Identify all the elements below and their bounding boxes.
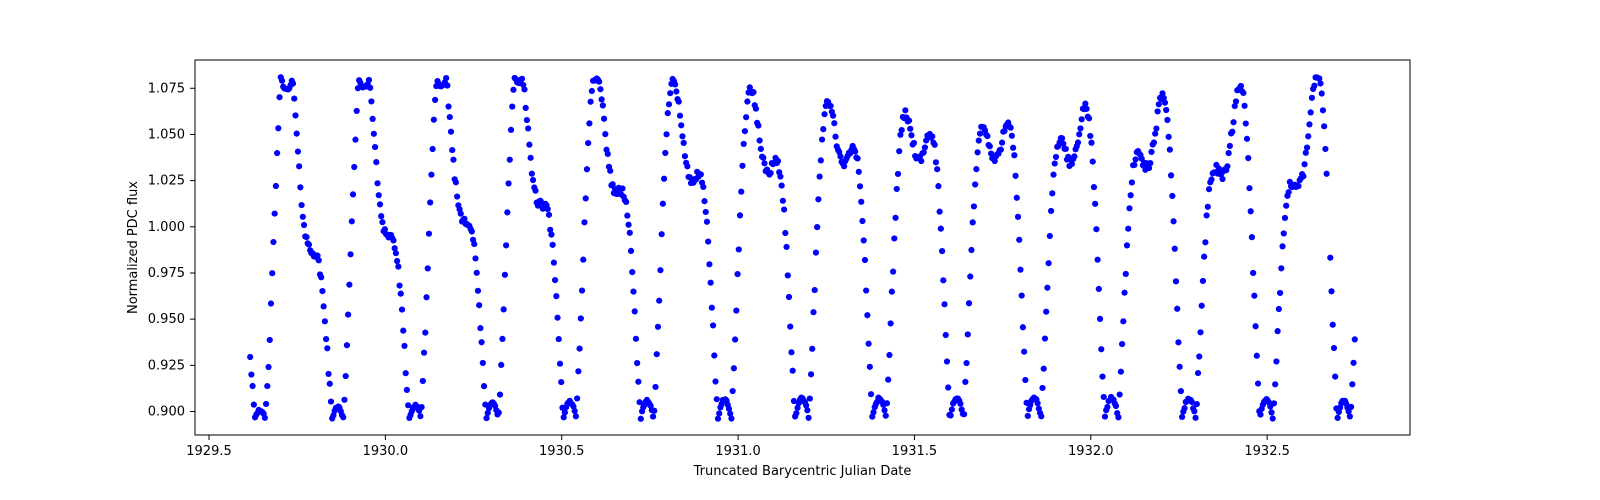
y-tick-label: 1.050 (148, 127, 185, 142)
y-tick-label: 0.975 (148, 266, 185, 281)
y-tick-label: 0.925 (148, 358, 185, 373)
y-tick-label: 0.900 (148, 405, 185, 420)
x-tick-label: 1931.0 (715, 444, 761, 459)
x-axis-label: Truncated Barycentric Julian Date (693, 464, 912, 479)
x-tick-label: 1931.5 (892, 444, 938, 459)
x-tick-label: 1929.5 (186, 444, 232, 459)
y-axis-label: Normalized PDC flux (126, 181, 141, 314)
lightcurve-chart: 1929.5 1930.0 1930.5 1931.0 1931.5 1932.0 1932… (0, 0, 1600, 500)
x-tick-label: 1932.5 (1244, 444, 1290, 459)
y-tick-label: 0.950 (148, 312, 185, 327)
y-tick-label: 1.000 (148, 220, 185, 235)
x-tick-label: 1932.0 (1068, 444, 1114, 459)
plot-svg: 1929.5 1930.0 1930.5 1931.0 1931.5 1932.0 1932… (0, 0, 1600, 500)
data-points (247, 74, 1358, 422)
x-tick-label: 1930.5 (539, 444, 585, 459)
y-tick-label: 1.075 (148, 81, 185, 96)
x-tick-label: 1930.0 (363, 444, 409, 459)
y-tick-label: 1.025 (148, 174, 185, 189)
